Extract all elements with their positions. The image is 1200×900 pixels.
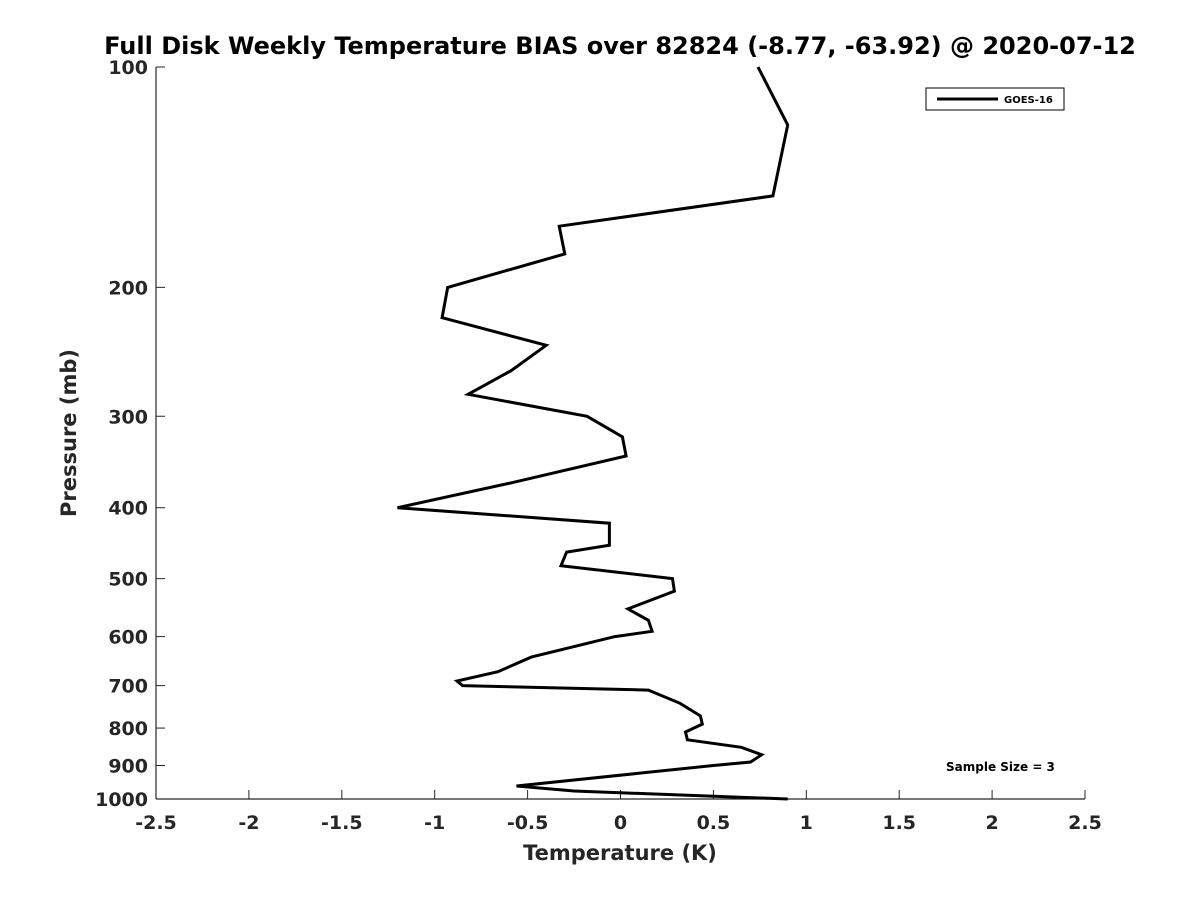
x-tick-label: 2.5 xyxy=(1068,812,1102,834)
y-tick-label: 700 xyxy=(108,676,148,698)
y-tick-label: 500 xyxy=(108,569,148,591)
x-tick-label: -1.5 xyxy=(321,812,363,834)
x-tick-label: -0.5 xyxy=(507,812,549,834)
x-tick-label: -2 xyxy=(238,812,259,834)
y-axis-label: Pressure (mb) xyxy=(57,349,81,517)
chart-title: Full Disk Weekly Temperature BIAS over 8… xyxy=(104,32,1136,60)
y-tick-label: 600 xyxy=(108,627,148,649)
x-tick-label: 0.5 xyxy=(697,812,731,834)
y-tick-label: 900 xyxy=(108,756,148,778)
sample-size-annotation: Sample Size = 3 xyxy=(946,760,1055,774)
series-layer xyxy=(397,66,790,801)
y-tick-label: 1000 xyxy=(95,789,148,811)
legend-label: GOES-16 xyxy=(1004,95,1053,106)
x-tick-label: 1.5 xyxy=(882,812,916,834)
x-axis-ticks: -2.5 -2 -1.5 -1 -0.5 0 0.5 1 1.5 2 2.5 xyxy=(135,790,1102,834)
series-line-goes-16 xyxy=(397,66,790,801)
y-tick-label: 300 xyxy=(108,406,148,428)
x-tick-label: 2 xyxy=(985,812,998,834)
y-tick-label: 800 xyxy=(108,718,148,740)
x-tick-label: 1 xyxy=(800,812,813,834)
y-axis-ticks: 100 200 300 400 500 600 700 800 900 1000 xyxy=(95,57,165,811)
plot-area xyxy=(156,67,1085,799)
x-tick-label: 0 xyxy=(614,812,627,834)
x-tick-label: -1 xyxy=(424,812,445,834)
x-tick-label: -2.5 xyxy=(135,812,177,834)
y-tick-label: 200 xyxy=(108,277,148,299)
y-tick-label: 100 xyxy=(108,57,148,79)
x-axis-label: Temperature (K) xyxy=(523,841,717,865)
y-tick-label: 400 xyxy=(108,498,148,520)
legend: GOES-16 xyxy=(925,87,1065,111)
